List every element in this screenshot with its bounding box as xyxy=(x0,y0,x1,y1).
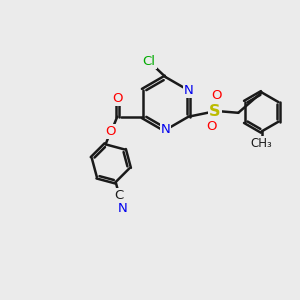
Text: N: N xyxy=(184,84,193,97)
Text: CH₃: CH₃ xyxy=(251,137,272,150)
Text: N: N xyxy=(118,202,128,215)
Text: O: O xyxy=(206,120,217,134)
Text: N: N xyxy=(161,123,170,136)
Text: S: S xyxy=(209,104,220,119)
Text: Cl: Cl xyxy=(142,55,156,68)
Text: O: O xyxy=(112,92,122,105)
Text: O: O xyxy=(212,89,222,102)
Text: C: C xyxy=(115,189,124,202)
Text: O: O xyxy=(105,125,116,138)
